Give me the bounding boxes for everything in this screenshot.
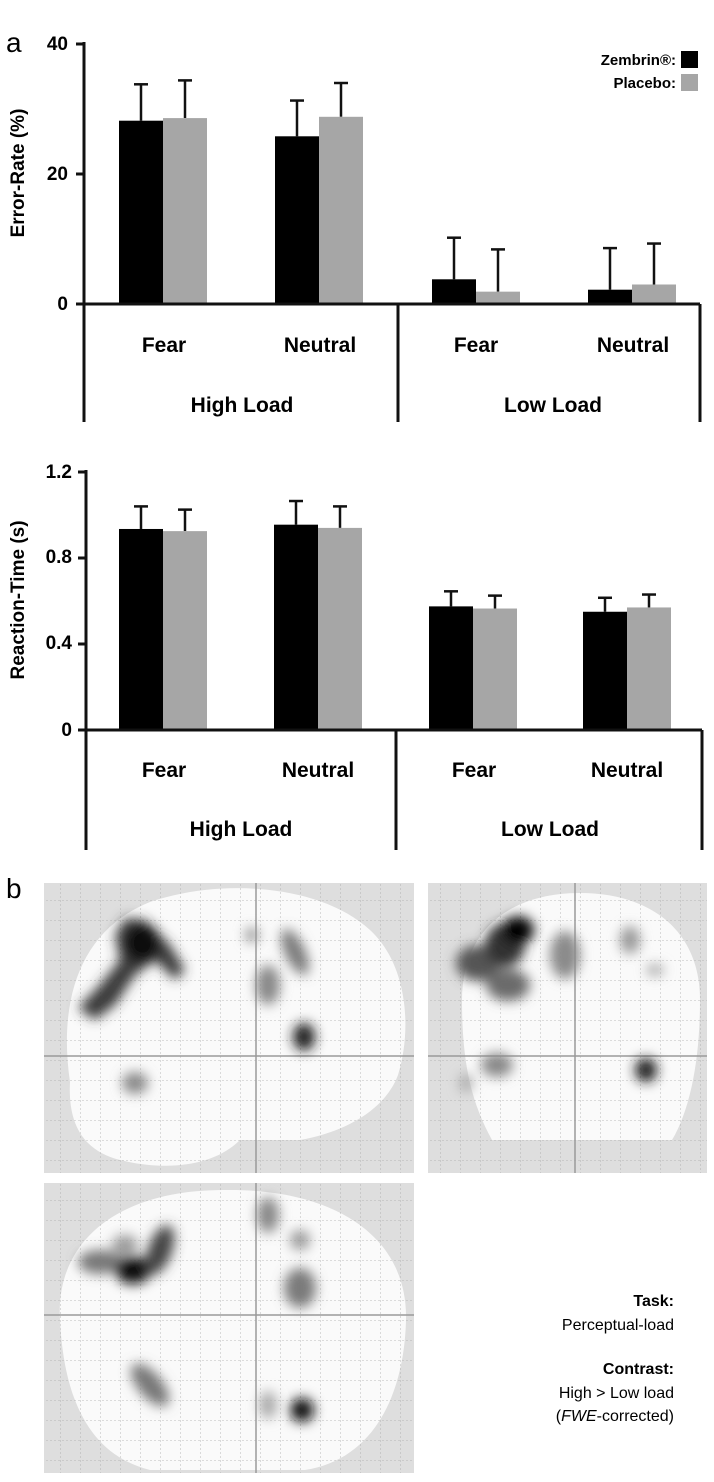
bar-placebo bbox=[163, 531, 207, 730]
bar-placebo bbox=[476, 291, 520, 304]
legend-swatch-zembrin bbox=[681, 51, 698, 68]
grid bbox=[44, 1183, 414, 1473]
bar-zembrin bbox=[588, 289, 632, 304]
reaction-time-chart: Reaction-Time (s) 1.2 0.8 0.4 0 Fear Neu… bbox=[8, 462, 704, 850]
task-label: Task: bbox=[633, 1293, 674, 1310]
bars bbox=[119, 79, 676, 304]
correction-open: ( bbox=[556, 1408, 562, 1425]
task-value: Perceptual-load bbox=[562, 1317, 674, 1334]
category-label-neutral: Neutral bbox=[284, 334, 356, 357]
error-rate-chart: Error-Rate (%) 40 20 0 Fear Neutral Fear… bbox=[8, 34, 702, 422]
bar-placebo bbox=[319, 116, 363, 304]
y-tick-label: 0.8 bbox=[46, 547, 72, 568]
group-label-high-load: High Load bbox=[190, 818, 293, 841]
brain-map-caption: Task: Perceptual-load Contrast: High > L… bbox=[556, 1293, 674, 1425]
y-tick-label: 0.4 bbox=[46, 633, 73, 654]
y-tick-labels: 1.2 0.8 0.4 0 bbox=[46, 462, 73, 741]
category-label-neutral: Neutral bbox=[282, 759, 354, 782]
y-axis-label: Reaction-Time (s) bbox=[8, 520, 29, 679]
category-label-fear: Fear bbox=[454, 334, 498, 357]
panel-label-a: a bbox=[6, 27, 22, 58]
bar-zembrin bbox=[119, 120, 163, 304]
bar-zembrin bbox=[275, 136, 319, 304]
legend-label-zembrin: Zembrin®: bbox=[601, 52, 676, 69]
brain-axial-view bbox=[44, 1183, 414, 1473]
category-label-fear: Fear bbox=[452, 759, 496, 782]
correction-em: FWE bbox=[561, 1408, 597, 1425]
activation-blobs bbox=[456, 916, 664, 1092]
y-tick-label: 0 bbox=[57, 294, 68, 315]
grid bbox=[428, 883, 707, 1173]
grid bbox=[44, 883, 414, 1173]
bar-placebo bbox=[318, 527, 362, 730]
activation-blobs bbox=[78, 1197, 316, 1422]
bar-zembrin bbox=[583, 611, 627, 730]
contrast-label: Contrast: bbox=[603, 1361, 674, 1378]
y-axis-label: Error-Rate (%) bbox=[8, 109, 29, 238]
brain-sagittal-view bbox=[44, 883, 414, 1173]
bar-zembrin bbox=[429, 606, 473, 730]
category-label-fear: Fear bbox=[142, 334, 186, 357]
category-label-neutral: Neutral bbox=[597, 334, 669, 357]
panel-label-b: b bbox=[6, 873, 22, 904]
bar-placebo bbox=[632, 284, 676, 304]
correction-rest: -corrected) bbox=[597, 1408, 674, 1425]
y-tick-label: 40 bbox=[47, 34, 68, 55]
y-tick-label: 1.2 bbox=[46, 462, 72, 483]
bar-zembrin bbox=[432, 279, 476, 304]
bar-placebo bbox=[473, 608, 517, 730]
legend-swatch-placebo bbox=[681, 74, 698, 91]
bar-zembrin bbox=[119, 528, 163, 730]
bar-zembrin bbox=[274, 524, 318, 730]
group-label-high-load: High Load bbox=[191, 394, 294, 417]
group-label-low-load: Low Load bbox=[504, 394, 602, 417]
contrast-value: High > Low load bbox=[559, 1385, 674, 1402]
y-tick-label: 20 bbox=[47, 164, 68, 185]
category-label-fear: Fear bbox=[142, 759, 186, 782]
legend: Zembrin®: Placebo: bbox=[601, 51, 698, 92]
activation-blobs bbox=[78, 918, 315, 1094]
y-tick-labels: 40 20 0 bbox=[47, 34, 68, 315]
bar-placebo bbox=[163, 118, 207, 304]
brain-coronal-view bbox=[428, 883, 707, 1173]
legend-label-placebo: Placebo: bbox=[613, 75, 676, 92]
correction-note: (FWE-corrected) bbox=[556, 1408, 674, 1425]
group-label-low-load: Low Load bbox=[501, 818, 599, 841]
bar-placebo bbox=[627, 607, 671, 730]
category-label-neutral: Neutral bbox=[591, 759, 663, 782]
bars bbox=[119, 499, 671, 730]
y-tick-label: 0 bbox=[61, 720, 72, 741]
